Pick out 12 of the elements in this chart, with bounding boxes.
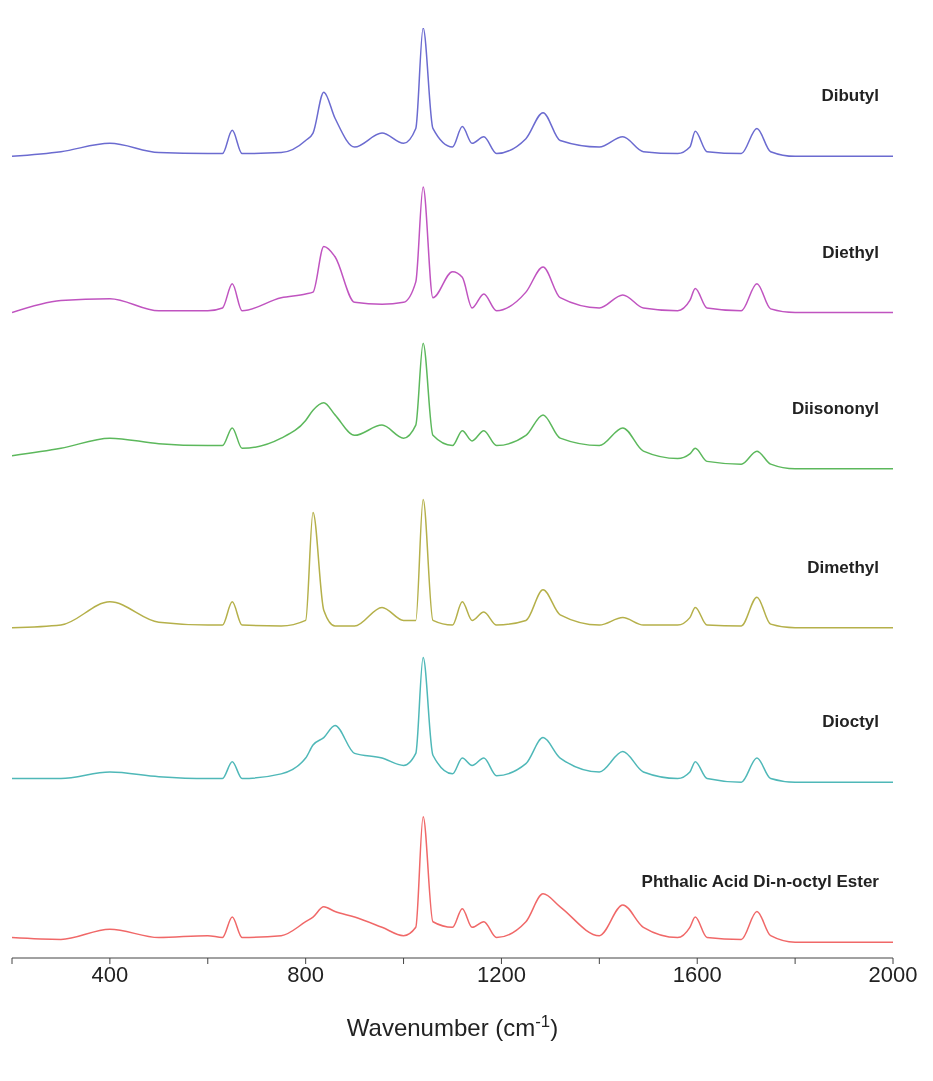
series-label: Phthalic Acid Di-n-octyl Ester [641,872,880,892]
text: Dibutyl [821,86,879,106]
text: Dimethyl [807,557,879,577]
x-tick-label: 400 [91,961,129,987]
text: Dioctyl [822,712,879,732]
x-tick-label: 800 [287,961,325,987]
text: Diisononyl [792,398,879,418]
x-axis-title: Wavenumber (cm$^{-1}$) [346,1011,559,1041]
x-tick-label: 1600 [672,961,722,987]
text: Diethyl [822,242,879,262]
x-tick-label: 2000 [868,961,918,987]
x-tick-label: 1200 [476,961,526,987]
